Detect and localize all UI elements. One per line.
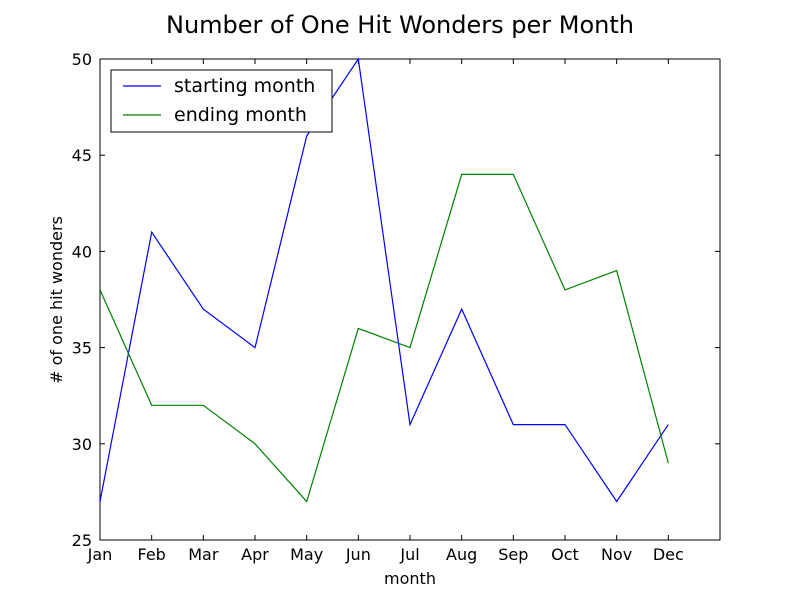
series-line-starting-month	[100, 58, 669, 503]
x-tick-label: Aug	[446, 545, 477, 564]
y-tick-label: 45	[72, 146, 92, 165]
x-tick-label: Jan	[87, 545, 113, 564]
x-tick-label: Jul	[399, 545, 419, 564]
x-tick-label: Sep	[498, 545, 528, 564]
x-tick-label: Oct	[551, 545, 579, 564]
y-tick-label: 50	[72, 50, 92, 69]
y-tick-label: 35	[72, 339, 92, 358]
y-tick-label: 30	[72, 435, 92, 454]
legend-label-ending-month: ending month	[174, 104, 307, 126]
x-tick-label: May	[290, 545, 323, 564]
chart-title: Number of One Hit Wonders per Month	[166, 11, 634, 39]
plot-area: Jan Feb Mar Apr May Jun Jul Aug Sep Oct Nov Dec 25 30…	[72, 50, 721, 564]
legend-label-starting-month: starting month	[174, 75, 315, 97]
x-tick-label: Feb	[138, 545, 166, 564]
legend-box	[110, 69, 333, 133]
x-tick-label: Dec	[653, 545, 684, 564]
x-tick-label: Nov	[601, 545, 632, 564]
legend: starting month ending month	[110, 69, 333, 133]
x-tick-label: Apr	[241, 545, 269, 564]
x-axis-label: month	[384, 569, 436, 588]
y-tick-label: 40	[72, 242, 92, 261]
x-tick-label: Jun	[345, 545, 371, 564]
series-line-ending-month	[100, 173, 669, 503]
x-tick-label: Mar	[188, 545, 219, 564]
y-axis-label: # of one hit wonders	[47, 216, 66, 384]
y-tick-label: 25	[72, 531, 92, 550]
series-group	[100, 58, 669, 503]
